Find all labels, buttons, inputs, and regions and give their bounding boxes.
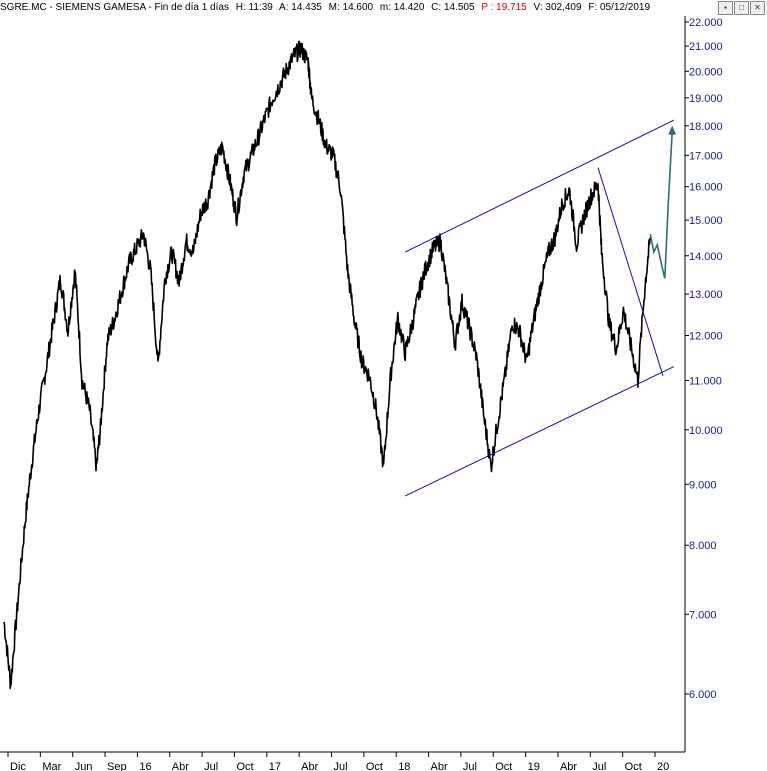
y-tick-label: 10.000: [689, 425, 723, 437]
y-tick-label: 13.000: [689, 289, 723, 301]
x-tick-label: Oct: [236, 761, 253, 771]
x-tick-label: Oct: [366, 761, 383, 771]
hour-value: H: 11:39: [235, 2, 273, 13]
trendline: [597, 167, 664, 376]
y-tick-label: 21.000: [689, 41, 723, 53]
date-value: F: 05/12/2019: [588, 2, 651, 13]
x-tick-label: Abr: [431, 761, 448, 771]
arrowhead-icon: [668, 125, 677, 135]
x-tick-label: Abr: [172, 761, 189, 771]
price-line: [3, 40, 652, 690]
y-tick-label: 14.000: [689, 251, 723, 263]
x-tick-label: Oct: [625, 761, 642, 771]
axes: 6.000 7.000 8.000 9.000 10.000 11.000 12.000 13…: [0, 16, 723, 771]
trendlines: [404, 119, 675, 497]
y-tick-label: 22.000: [689, 17, 723, 29]
y-tick-label: 16.000: [689, 182, 723, 194]
close-value: C: 14.505: [431, 2, 475, 13]
x-tick-label: Sep: [107, 761, 127, 771]
volume-value: V: 302,409: [533, 2, 582, 13]
chart-header: SGRE.MC - SIEMENS GAMESA - Fin de día 1 …: [0, 0, 700, 16]
y-tick-label: 7.000: [689, 609, 717, 621]
projection-line: [649, 131, 673, 279]
close-icon[interactable]: ✕: [750, 1, 765, 15]
y-tick-label: 17.000: [689, 150, 723, 162]
x-tick-label: 17: [269, 761, 281, 771]
x-tick-label: Abr: [301, 761, 318, 771]
projection-arrow: [649, 125, 677, 279]
open-value: A: 14.435: [279, 2, 322, 13]
restore-icon[interactable]: □: [734, 1, 749, 15]
x-tick-label: Jul: [592, 761, 606, 771]
x-tick-label: Abr: [560, 761, 577, 771]
y-tick-label: 8.000: [689, 540, 717, 552]
y-tick-label: 11.000: [689, 376, 722, 388]
price-series: [3, 40, 652, 690]
y-tick-label: 18.000: [689, 121, 723, 133]
x-tick-label: 18: [398, 761, 410, 771]
x-tick-label: 20: [657, 761, 669, 771]
trendline: [404, 366, 675, 497]
max-value: M: 14.600: [328, 2, 374, 13]
trendline: [404, 119, 675, 253]
x-tick-label: Jun: [75, 761, 93, 771]
p-value: P : 19.715: [481, 2, 527, 13]
minimize-icon[interactable]: ▪: [718, 1, 733, 15]
min-value: m: 14.420: [379, 2, 425, 13]
window-controls: ▪ □ ✕: [717, 1, 765, 15]
y-tick-label: 6.000: [689, 689, 717, 701]
x-tick-label: Jul: [334, 761, 348, 771]
y-tick-label: 20.000: [689, 66, 723, 78]
y-tick-label: 9.000: [689, 479, 717, 491]
x-tick-label: 16: [139, 761, 151, 771]
y-tick-label: 19.000: [689, 93, 723, 105]
x-tick-label: 19: [528, 761, 540, 771]
symbol-label: SGRE.MC - SIEMENS GAMESA - Fin de día 1 …: [0, 2, 229, 13]
y-tick-label: 12.000: [689, 330, 723, 342]
x-tick-label: Oct: [495, 761, 512, 771]
x-tick-label: Mar: [42, 761, 61, 771]
x-tick-label: Jul: [204, 761, 218, 771]
y-tick-label: 15.000: [689, 215, 723, 227]
x-tick-label: Jul: [463, 761, 477, 771]
x-tick-label: Dic: [10, 761, 26, 771]
